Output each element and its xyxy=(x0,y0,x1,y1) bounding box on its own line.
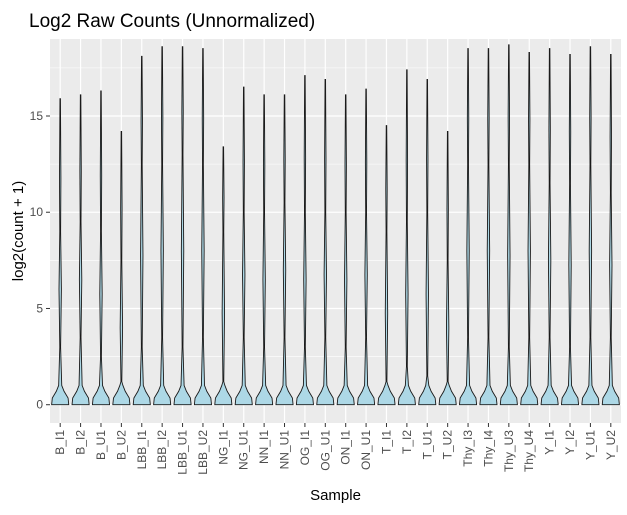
violin-y-i1 xyxy=(540,48,559,406)
x-tick-label: B_I2 xyxy=(74,430,88,455)
violin-lbb-u1 xyxy=(173,46,192,406)
x-axis-title: Sample xyxy=(310,487,361,504)
violin-ng-u1 xyxy=(234,86,253,406)
chart-title: Log2 Raw Counts (Unnormalized) xyxy=(29,11,315,32)
violin-thy-u3 xyxy=(499,44,518,406)
violin-nn-i1 xyxy=(255,94,274,406)
violin-thy-u4 xyxy=(520,52,539,406)
x-tick-label: B_U2 xyxy=(114,430,128,460)
x-tick-label: ON_U1 xyxy=(359,430,373,470)
x-tick-label: T_I1 xyxy=(379,430,393,454)
violin-og-u1 xyxy=(316,78,335,406)
x-tick-label: LBB_U2 xyxy=(196,430,210,475)
violin-og-i1 xyxy=(295,75,314,406)
violin-lbb-i1 xyxy=(132,55,151,406)
x-tick-label: LBB_I2 xyxy=(155,430,169,470)
y-axis-title: log2(count + 1) xyxy=(10,181,27,281)
x-tick-label: NG_U1 xyxy=(237,430,251,470)
violin-b-i2 xyxy=(71,94,90,406)
x-tick-label: NN_I1 xyxy=(257,430,271,464)
violin-lbb-i2 xyxy=(153,46,172,406)
violin-b-u1 xyxy=(91,90,111,406)
violin-nn-u1 xyxy=(275,94,294,406)
violin-t-u1 xyxy=(418,78,437,406)
violin-lbb-u2 xyxy=(193,48,213,406)
violin-thy-i3 xyxy=(458,48,478,406)
plot-panel xyxy=(50,39,621,423)
violin-ng-i1 xyxy=(214,146,233,406)
x-tick-label: Thy_I3 xyxy=(461,430,475,467)
x-tick-label: Thy_I4 xyxy=(481,430,495,467)
x-tick-label: Y_I1 xyxy=(543,430,557,455)
x-tick-label: Y_U2 xyxy=(604,430,618,460)
y-axis: 0 5 10 15 xyxy=(30,109,50,412)
violin-thy-i4 xyxy=(479,48,498,406)
y-tick-label: 0 xyxy=(36,398,43,412)
y-tick-label: 5 xyxy=(36,301,43,315)
x-tick-label: ON_I1 xyxy=(339,430,353,465)
x-tick-label: B_I1 xyxy=(53,430,67,455)
violin-t-i2 xyxy=(397,69,416,406)
violin-y-u2 xyxy=(601,53,620,406)
x-tick-label: Thy_U3 xyxy=(502,430,516,472)
x-tick-label: OG_I1 xyxy=(298,430,312,466)
x-tick-label: NN_U1 xyxy=(278,430,292,470)
x-tick-label: T_I2 xyxy=(400,430,414,454)
x-tick-label: B_U1 xyxy=(94,430,108,460)
violin-y-i2 xyxy=(560,53,580,406)
violin-on-u1 xyxy=(357,88,376,406)
x-tick-label: LBB_I1 xyxy=(135,430,149,470)
violin-t-i1 xyxy=(377,125,396,406)
violin-on-i1 xyxy=(336,94,355,406)
violin-t-u2 xyxy=(438,130,457,406)
y-tick-label: 10 xyxy=(30,205,44,219)
violins xyxy=(51,44,620,406)
x-tick-label: Thy_U4 xyxy=(522,430,536,472)
x-tick-label: OG_U1 xyxy=(318,430,332,471)
x-tick-label: NG_I1 xyxy=(216,430,230,465)
x-tick-label: T_U2 xyxy=(441,430,455,460)
violin-b-i1 xyxy=(51,98,70,406)
x-axis: B_I1 B_I2 B_U1 B_U2 LBB_I1 LBB_I2 LBB_U1 LBB_U2… xyxy=(53,423,618,475)
violin-y-u1 xyxy=(581,46,600,406)
x-tick-label: T_U1 xyxy=(420,430,434,460)
y-tick-label: 15 xyxy=(30,109,44,123)
violin-b-u2 xyxy=(112,130,131,406)
x-tick-label: Y_U1 xyxy=(583,430,597,460)
x-tick-label: Y_I2 xyxy=(563,430,577,455)
x-tick-label: LBB_U1 xyxy=(176,430,190,475)
